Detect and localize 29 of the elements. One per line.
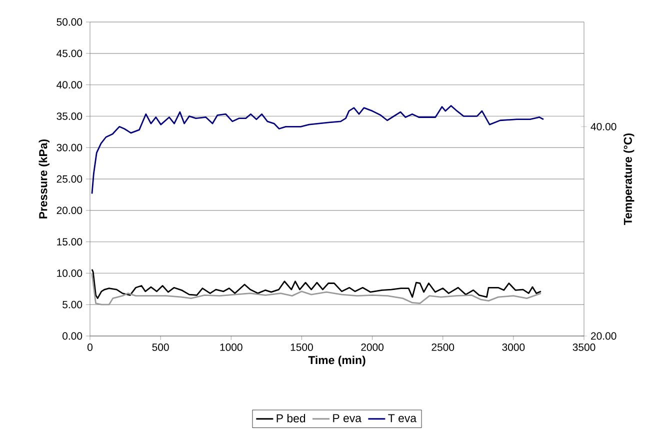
legend-label: P eva [333,414,362,422]
y-tick-label: 0.00 [62,332,82,340]
y-tick-label: 30.00 [56,144,82,152]
y-tick-label: 15.00 [57,238,82,246]
legend-label: T eva [388,414,417,422]
y-tick-label: 10.00 [57,270,82,277]
x-tick-label: 1000 [220,344,242,351]
x-tick-label: 3000 [502,344,525,351]
x-axis-title: Time (min) [308,356,366,366]
y-tick-label: 35.00 [56,112,82,120]
x-tick-label: 2500 [432,344,454,351]
y-axis-title: Pressure (kPa) [38,139,50,218]
x-tick-label: 1500 [290,344,313,351]
y-tick-label: 50.00 [56,18,82,26]
y-tick-label: 40.00 [56,81,82,89]
y2-tick-label: 40.00 [590,122,616,130]
y-tick-label: 5.00 [62,300,82,308]
y-tick-label: 20.00 [56,206,82,214]
y-tick-label: 45.00 [56,50,82,58]
x-tick-label: 3500 [572,344,596,351]
y2-tick-label: 20.00 [591,332,616,340]
x-tick-label: 2000 [361,344,384,351]
line-series [91,105,544,194]
x-tick-label: 500 [152,344,169,351]
y2-axis-title: Temperature (°C) [624,133,634,225]
line-series [91,268,542,300]
y-tick-label: 25.00 [56,175,82,183]
x-tick-label: 0 [88,344,92,351]
legend-label: P bed [276,414,306,422]
